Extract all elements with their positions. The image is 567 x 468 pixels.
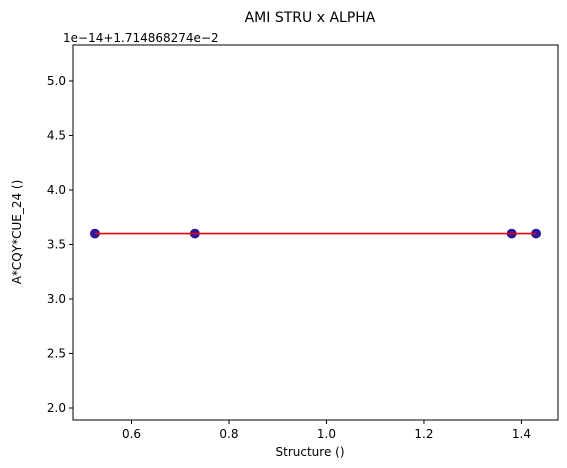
y-tick-label: 3.0 <box>47 292 66 306</box>
y-tick-label: 2.0 <box>47 401 66 415</box>
x-axis-label: Structure () <box>276 445 345 459</box>
y-tick-label: 5.0 <box>47 74 66 88</box>
x-tick-label: 0.6 <box>122 427 141 441</box>
x-tick-label: 0.8 <box>219 427 238 441</box>
y-tick-label: 2.5 <box>47 347 66 361</box>
x-tick-label: 1.0 <box>317 427 336 441</box>
y-tick-label: 4.0 <box>47 183 66 197</box>
y-tick-label: 4.5 <box>47 128 66 142</box>
chart-title: AMI STRU x ALPHA <box>245 10 376 26</box>
x-tick-label: 1.4 <box>512 427 531 441</box>
y-tick-label: 3.5 <box>47 237 66 251</box>
y-axis-offset-text: 1e−14+1.714868274e−2 <box>63 31 219 45</box>
axes-frame <box>72 44 559 421</box>
y-axis-label: A*CQY*CUE_24 () <box>10 180 24 285</box>
x-tick-label: 1.2 <box>414 427 433 441</box>
plot-area <box>90 228 541 239</box>
